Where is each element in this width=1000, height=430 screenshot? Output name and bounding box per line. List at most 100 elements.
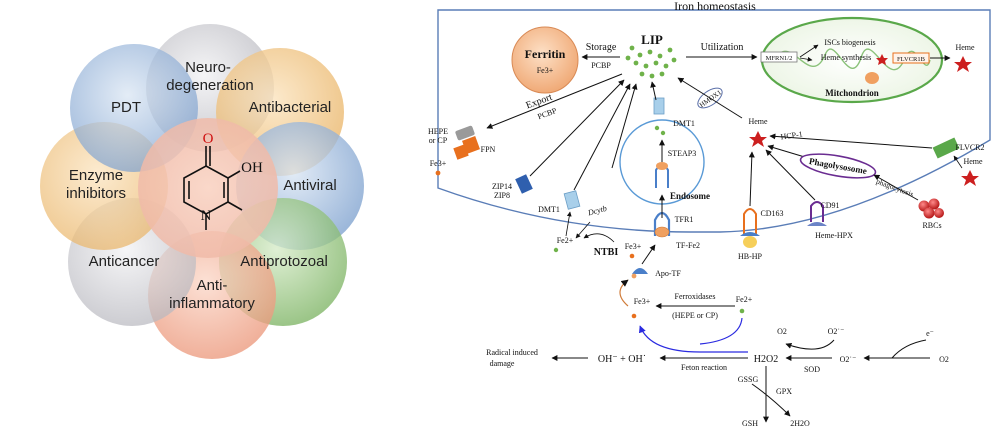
water-label: 2H2O [790,419,810,428]
tfr1-label: TFR1 [675,215,694,224]
ntbi-fe-label: Fe3+ [625,242,642,251]
gpx-curve [751,383,791,417]
petal-label-anti: Anti- [197,277,228,294]
lip-label: LIP [641,32,663,47]
endosome-label: Endosome [670,191,710,201]
molecule-hydroxyl: OH [241,160,263,176]
tf-fe2-label: TF-Fe2 [676,241,700,250]
pyridinone-molecule [183,146,243,230]
sod-curve [785,339,835,350]
heme-star-out [954,56,972,72]
fe2-membrane-label: Fe2+ [557,236,574,245]
ntbi-uptake-arrow [611,83,638,169]
gpx-label: GPX [776,387,792,396]
ferritin-sphere [511,26,579,94]
molecule-nitrogen: N [201,208,212,224]
hb-hp-label: HB-HP [738,252,763,261]
endo-fe2-dot-1 [654,125,660,131]
sod-label: SOD [804,365,820,374]
mito-arrow-2 [799,56,813,62]
phagolysosome [799,153,877,179]
cd163-receptor [740,208,760,248]
fe3-to-apo-tf-arrow [619,279,629,307]
h2o2-label: H2O2 [754,354,778,365]
petal-label-pdt: PDT [111,99,141,116]
endo-to-lip-arrow [650,81,657,101]
mfrn-transporter [760,51,798,63]
fenton-blue-arc [638,325,748,353]
fenton-label: Feton reaction [681,363,727,372]
petal-label-antibacterial: Antibacterial [249,99,332,116]
ferritin-label: Ferritin [525,47,566,61]
steap3-label: STEAP3 [668,149,696,158]
rbcs-label: RBCs [922,221,941,230]
o2-superoxide-top-label: O2˙⁻ [828,327,845,336]
ferroxidases-label: Ferroxidases [675,292,716,301]
heme-star-inner [749,131,767,147]
flvcr2-label: FLVCR2 [955,143,984,152]
heme-inner-label: Heme [748,117,768,126]
dmt1-to-lip-arrow [573,83,631,191]
ferroxidases-sub-label: (HEPE or CP) [672,311,718,320]
dmt1-endosome [653,97,665,115]
cd163-arrow [748,151,755,207]
dcytb-arrow [575,221,591,239]
zip8-label: ZIP8 [494,191,510,200]
electron-curve [891,339,927,359]
iscs-label: ISCs biogenesis [824,38,875,47]
radical-label-1: Radical induced [486,348,538,357]
heme-star-right [961,170,979,186]
fpn-transporter [453,125,480,160]
radical-label-2: damage [490,359,515,368]
cd163-label: CD163 [760,209,783,218]
apo-tf-shape [632,268,648,274]
fe2-membrane-dot [553,247,559,253]
utilization-label: Utilization [701,42,744,53]
phagocytosis-arrow [873,174,919,201]
molecule-oxygen: O [203,131,214,147]
ntbi-reduction-arrow [583,233,615,243]
ntbi-fe-dot [629,253,635,259]
zip14-label: ZIP14 [492,182,512,191]
petal-label-neuro-1: Neuro- [185,59,231,76]
fe-export-label: Fe3+ [430,159,447,168]
fe2-bottom-dot [739,308,745,314]
oh-products-label: OH⁻ + OH˙ [598,354,646,365]
cd91-arrow [765,149,816,201]
fpn-label: FPN [481,145,496,154]
zip-to-lip-arrow [529,79,625,177]
heme-from-phago-arrow [767,144,809,159]
o2-superoxide-mid-label: O2˙⁻ [840,355,857,364]
gsh-label: GSH [742,419,758,428]
gssg-label: GSSG [738,375,759,384]
petal-label-enzyme: Enzyme [69,167,123,184]
flvcr2-transporter [932,137,960,159]
bioactivity-flower: Neuro- degeneration Antibacterial Antivi… [40,24,364,359]
hmox1-arrow [677,77,743,119]
hepe-label: HEPE [428,127,448,136]
ntbi-label: NTBI [594,247,619,258]
flvcr2-import-arrow [953,155,963,169]
mitochondrion-cristae [774,48,931,71]
mitochondrion-label: Mitchondrion [825,88,879,98]
petal-label-antiviral: Antiviral [283,177,336,194]
endo-fe2-dot-2 [660,130,666,136]
fe3-bottom-label: Fe3+ [634,297,651,306]
petal-label-neuro-2: degeneration [166,77,254,94]
fe-export-dot [435,170,441,176]
mito-arrow-1 [799,44,819,58]
flvcr1b-transporter [892,52,930,64]
dmt1-membrane-label: DMT1 [538,205,560,214]
apo-tf-to-tfr1-arrow [641,244,656,265]
petal-label-inhibitors: inhibitors [66,185,126,202]
or-cp-label: or CP [429,136,448,145]
endosome-tfr1-receptor [655,162,669,188]
dmt1-endosome-label: DMT1 [673,119,695,128]
fe2-bottom-label: Fe2+ [736,295,753,304]
o2-right-label: O2 [939,355,949,364]
heme-right-label: Heme [963,157,983,166]
export-arrow [486,73,623,129]
o2-left-label: O2 [777,327,787,336]
apo-tf-label: Apo-TF [655,269,681,278]
storage-label: Storage [586,42,617,53]
